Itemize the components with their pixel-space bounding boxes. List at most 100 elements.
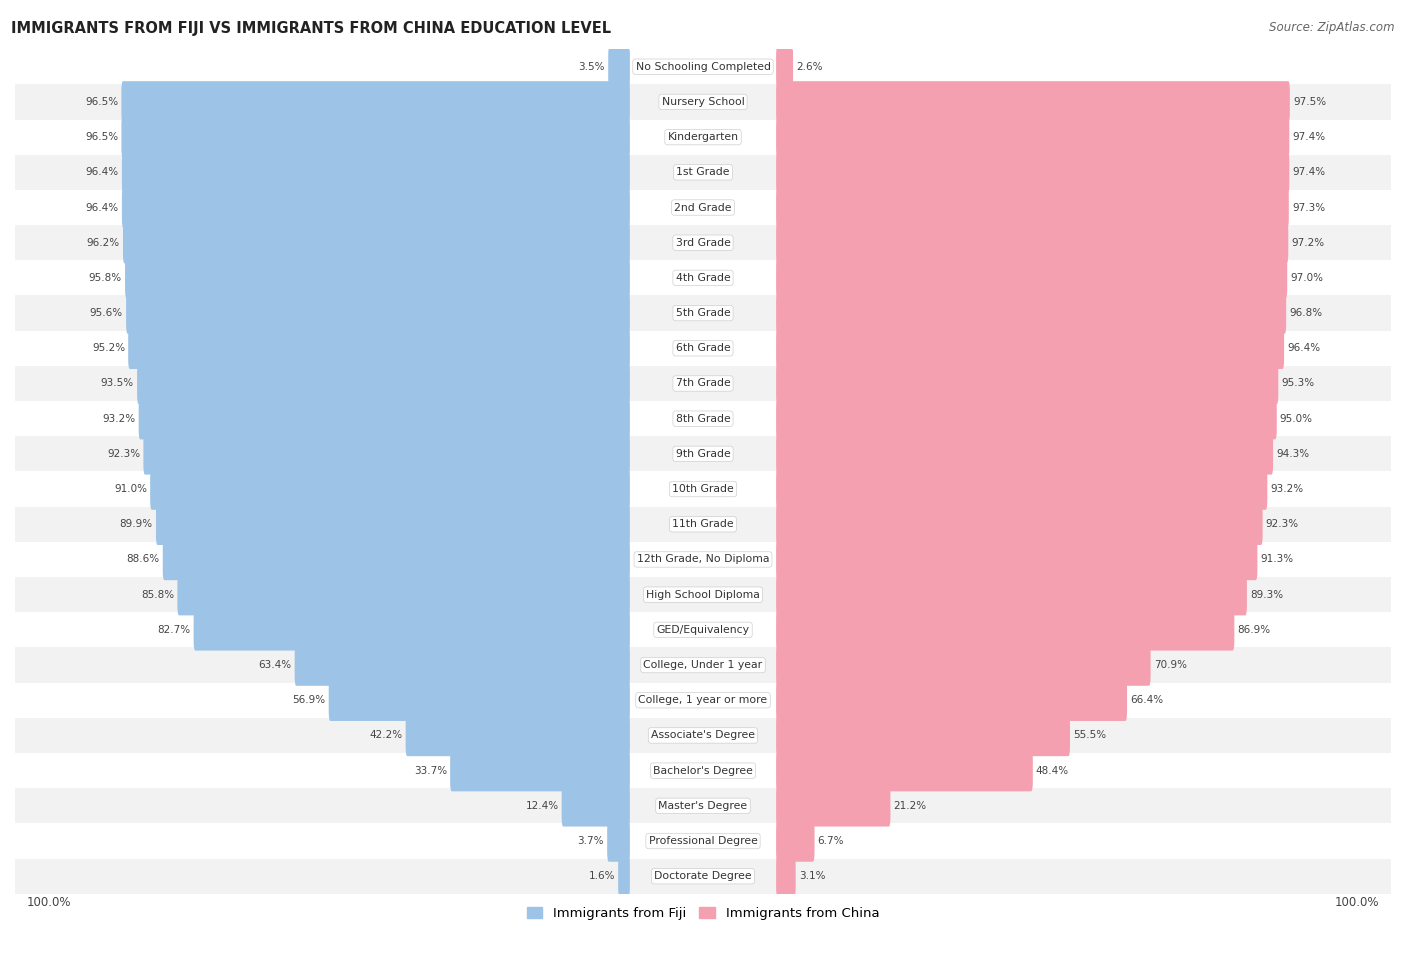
Text: High School Diploma: High School Diploma bbox=[647, 590, 759, 600]
FancyBboxPatch shape bbox=[122, 222, 630, 263]
FancyBboxPatch shape bbox=[128, 328, 630, 369]
Text: IMMIGRANTS FROM FIJI VS IMMIGRANTS FROM CHINA EDUCATION LEVEL: IMMIGRANTS FROM FIJI VS IMMIGRANTS FROM … bbox=[11, 21, 612, 36]
FancyBboxPatch shape bbox=[776, 433, 1272, 475]
FancyBboxPatch shape bbox=[776, 715, 1070, 757]
FancyBboxPatch shape bbox=[121, 116, 630, 158]
FancyBboxPatch shape bbox=[776, 328, 1284, 369]
Text: 3.1%: 3.1% bbox=[799, 872, 825, 881]
Text: 91.0%: 91.0% bbox=[114, 484, 148, 494]
Bar bbox=[15, 225, 1391, 260]
Text: 6.7%: 6.7% bbox=[818, 836, 844, 846]
Legend: Immigrants from Fiji, Immigrants from China: Immigrants from Fiji, Immigrants from Ch… bbox=[522, 902, 884, 925]
Text: 97.0%: 97.0% bbox=[1291, 273, 1323, 283]
Bar bbox=[15, 260, 1391, 295]
FancyBboxPatch shape bbox=[776, 116, 1289, 158]
Bar bbox=[15, 542, 1391, 577]
FancyBboxPatch shape bbox=[776, 222, 1288, 263]
Bar bbox=[15, 753, 1391, 788]
Text: 93.2%: 93.2% bbox=[103, 413, 135, 424]
Bar bbox=[15, 612, 1391, 647]
Bar bbox=[15, 859, 1391, 894]
Text: 8th Grade: 8th Grade bbox=[676, 413, 730, 424]
FancyBboxPatch shape bbox=[776, 750, 1033, 792]
FancyBboxPatch shape bbox=[776, 644, 1150, 685]
FancyBboxPatch shape bbox=[122, 187, 630, 228]
FancyBboxPatch shape bbox=[122, 151, 630, 193]
Text: 63.4%: 63.4% bbox=[259, 660, 291, 670]
Text: 92.3%: 92.3% bbox=[107, 448, 141, 459]
Text: Nursery School: Nursery School bbox=[662, 97, 744, 107]
FancyBboxPatch shape bbox=[194, 609, 630, 650]
Bar bbox=[15, 120, 1391, 155]
FancyBboxPatch shape bbox=[776, 680, 1128, 721]
Text: Master's Degree: Master's Degree bbox=[658, 800, 748, 811]
Text: 12.4%: 12.4% bbox=[526, 800, 558, 811]
Text: 10th Grade: 10th Grade bbox=[672, 484, 734, 494]
FancyBboxPatch shape bbox=[121, 81, 630, 123]
Bar bbox=[15, 682, 1391, 718]
FancyBboxPatch shape bbox=[139, 398, 630, 440]
Text: 96.8%: 96.8% bbox=[1289, 308, 1323, 318]
Text: 91.3%: 91.3% bbox=[1261, 555, 1294, 565]
Bar bbox=[15, 577, 1391, 612]
Text: 89.9%: 89.9% bbox=[120, 520, 153, 529]
FancyBboxPatch shape bbox=[177, 574, 630, 615]
FancyBboxPatch shape bbox=[776, 187, 1289, 228]
Text: Kindergarten: Kindergarten bbox=[668, 133, 738, 142]
Text: 85.8%: 85.8% bbox=[141, 590, 174, 600]
Text: 2nd Grade: 2nd Grade bbox=[675, 203, 731, 213]
Text: 33.7%: 33.7% bbox=[413, 765, 447, 776]
Text: 70.9%: 70.9% bbox=[1154, 660, 1187, 670]
Text: 4th Grade: 4th Grade bbox=[676, 273, 730, 283]
Text: 96.5%: 96.5% bbox=[86, 133, 118, 142]
Text: 21.2%: 21.2% bbox=[894, 800, 927, 811]
Text: 95.2%: 95.2% bbox=[91, 343, 125, 353]
Text: 93.5%: 93.5% bbox=[101, 378, 134, 388]
FancyBboxPatch shape bbox=[776, 468, 1267, 510]
Text: 42.2%: 42.2% bbox=[370, 730, 402, 740]
Bar bbox=[15, 824, 1391, 859]
FancyBboxPatch shape bbox=[295, 644, 630, 685]
Bar bbox=[15, 472, 1391, 507]
Text: College, 1 year or more: College, 1 year or more bbox=[638, 695, 768, 705]
Text: 94.3%: 94.3% bbox=[1277, 448, 1309, 459]
Bar bbox=[15, 647, 1391, 682]
Text: 11th Grade: 11th Grade bbox=[672, 520, 734, 529]
FancyBboxPatch shape bbox=[619, 855, 630, 897]
FancyBboxPatch shape bbox=[776, 292, 1286, 333]
Text: 86.9%: 86.9% bbox=[1237, 625, 1271, 635]
Text: 92.3%: 92.3% bbox=[1265, 520, 1299, 529]
Bar bbox=[15, 507, 1391, 542]
Text: 93.2%: 93.2% bbox=[1271, 484, 1303, 494]
FancyBboxPatch shape bbox=[150, 468, 630, 510]
Text: 5th Grade: 5th Grade bbox=[676, 308, 730, 318]
Text: 95.6%: 95.6% bbox=[90, 308, 122, 318]
Text: 97.4%: 97.4% bbox=[1292, 168, 1326, 177]
Text: Associate's Degree: Associate's Degree bbox=[651, 730, 755, 740]
FancyBboxPatch shape bbox=[776, 151, 1289, 193]
Text: 3.5%: 3.5% bbox=[579, 61, 605, 72]
Text: 7th Grade: 7th Grade bbox=[676, 378, 730, 388]
FancyBboxPatch shape bbox=[156, 503, 630, 545]
Bar bbox=[15, 436, 1391, 472]
FancyBboxPatch shape bbox=[127, 292, 630, 333]
Text: 95.0%: 95.0% bbox=[1279, 413, 1313, 424]
FancyBboxPatch shape bbox=[163, 539, 630, 580]
FancyBboxPatch shape bbox=[776, 503, 1263, 545]
FancyBboxPatch shape bbox=[776, 609, 1234, 650]
FancyBboxPatch shape bbox=[609, 46, 630, 88]
Text: 97.2%: 97.2% bbox=[1291, 238, 1324, 248]
Text: 1.6%: 1.6% bbox=[589, 872, 614, 881]
FancyBboxPatch shape bbox=[776, 46, 793, 88]
Text: 96.2%: 96.2% bbox=[87, 238, 120, 248]
Text: 66.4%: 66.4% bbox=[1130, 695, 1163, 705]
Bar bbox=[15, 331, 1391, 366]
Text: No Schooling Completed: No Schooling Completed bbox=[636, 61, 770, 72]
Bar bbox=[15, 718, 1391, 753]
FancyBboxPatch shape bbox=[406, 715, 630, 757]
Text: 96.4%: 96.4% bbox=[86, 203, 118, 213]
FancyBboxPatch shape bbox=[776, 820, 814, 862]
Text: 3rd Grade: 3rd Grade bbox=[675, 238, 731, 248]
FancyBboxPatch shape bbox=[776, 855, 796, 897]
Bar bbox=[15, 401, 1391, 436]
